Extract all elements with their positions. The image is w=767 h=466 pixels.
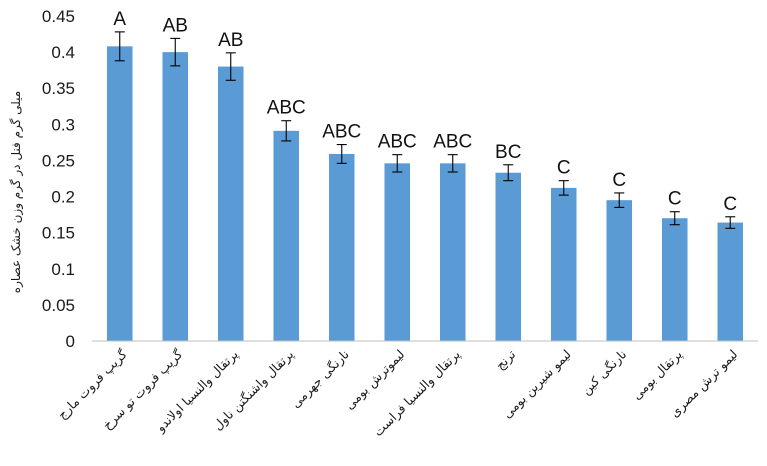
significance-label: ABC bbox=[322, 122, 361, 143]
y-tick-label: 0.05 bbox=[42, 296, 75, 315]
significance-labels: A AB AB ABC ABC ABC ABC BC C C C C bbox=[113, 9, 737, 215]
y-tick-label: 0.3 bbox=[51, 115, 75, 134]
error-bar bbox=[614, 192, 625, 208]
error-bar bbox=[447, 154, 458, 173]
bar bbox=[495, 172, 522, 341]
y-tick-label: 0.45 bbox=[42, 7, 75, 26]
y-axis-label-group: میلی گرم فنل در گرم وزن خشک عصاره bbox=[9, 91, 24, 293]
significance-label: C bbox=[612, 170, 626, 191]
error-bar bbox=[281, 120, 292, 142]
significance-label: C bbox=[723, 194, 737, 215]
bar bbox=[439, 163, 466, 341]
bar bbox=[106, 46, 133, 341]
y-tick-label: 0.2 bbox=[51, 188, 75, 207]
error-bar bbox=[170, 37, 181, 67]
significance-label: BC bbox=[495, 142, 521, 163]
bar bbox=[328, 153, 355, 341]
y-ticks: 0 0.05 0.1 0.15 0.2 0.25 0.3 0.35 0.4 0.45 bbox=[42, 7, 75, 351]
bar bbox=[162, 52, 189, 341]
bar bbox=[550, 187, 577, 341]
y-tick-label: 0.1 bbox=[51, 260, 75, 279]
bars bbox=[106, 46, 744, 342]
bar bbox=[661, 218, 688, 341]
significance-label: A bbox=[113, 9, 126, 30]
y-tick-label: 0.15 bbox=[42, 224, 75, 243]
category-label: پرتقال بومی bbox=[629, 346, 686, 403]
y-tick-label: 0.35 bbox=[42, 79, 75, 98]
significance-label: AB bbox=[163, 15, 188, 36]
y-tick-label: 0.4 bbox=[51, 43, 75, 62]
error-bar bbox=[558, 180, 569, 196]
bar bbox=[273, 130, 300, 341]
error-bar bbox=[669, 211, 680, 226]
error-bar bbox=[225, 52, 236, 81]
error-bar bbox=[725, 216, 736, 229]
error-bar bbox=[114, 31, 125, 62]
error-bars bbox=[114, 31, 736, 229]
significance-label: ABC bbox=[378, 132, 417, 153]
bar bbox=[606, 200, 633, 341]
significance-label: ABC bbox=[433, 132, 472, 153]
bar bbox=[217, 66, 244, 342]
bar bbox=[717, 222, 744, 341]
y-tick-label: 0.25 bbox=[42, 151, 75, 170]
error-bar bbox=[392, 154, 403, 173]
significance-label: C bbox=[668, 189, 682, 210]
error-bar bbox=[336, 144, 347, 164]
y-axis-label: میلی گرم فنل در گرم وزن خشک عصاره bbox=[9, 91, 24, 293]
error-bar bbox=[503, 164, 514, 182]
significance-label: C bbox=[557, 158, 571, 179]
significance-label: AB bbox=[218, 30, 243, 51]
significance-label: ABC bbox=[267, 98, 306, 119]
y-tick-label: 0 bbox=[66, 332, 75, 351]
category-label: نارنگی کین bbox=[578, 347, 630, 399]
bar bbox=[384, 163, 411, 341]
category-label: ترنج bbox=[492, 346, 519, 373]
